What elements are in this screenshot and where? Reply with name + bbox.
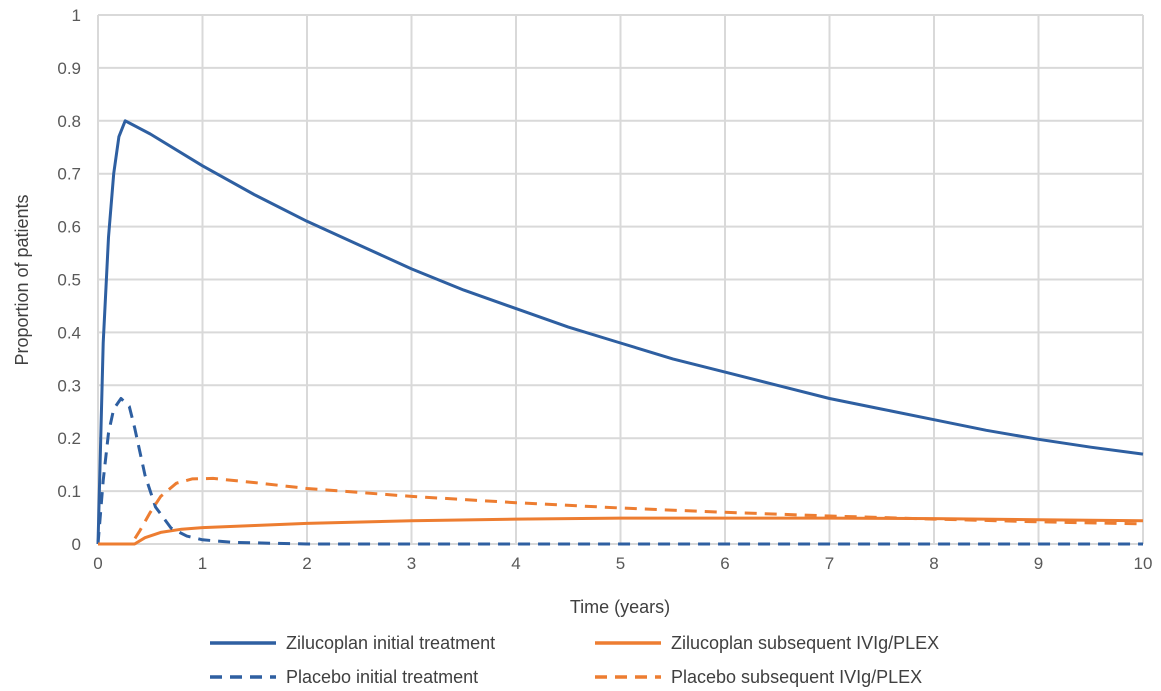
y-tick-label: 1 [72,6,81,25]
y-tick-label: 0.7 [57,165,81,184]
x-tick-label: 3 [407,554,416,573]
y-tick-label: 0 [72,535,81,554]
legend-label: Placebo initial treatment [286,667,478,687]
y-tick-label: 0.1 [57,482,81,501]
x-tick-label: 0 [93,554,102,573]
series-line-placebo-initial-treatment [96,397,1143,546]
y-tick-label: 0.3 [57,376,81,395]
x-tick-label: 2 [302,554,311,573]
series-layer [96,119,1144,546]
x-tick-label: 4 [511,554,520,573]
y-tick-label: 0.8 [57,112,81,131]
y-axis-ticks: 0 0.1 0.2 0.3 0.4 0.5 0.6 0.7 0.8 0.9 1 [57,6,81,554]
x-tick-label: 5 [616,554,625,573]
series-line-zilucoplan-subsequent-ivig-plex [98,516,1144,546]
legend-label: Placebo subsequent IVIg/PLEX [671,667,922,687]
grid [97,14,1144,545]
y-tick-label: 0.9 [57,59,81,78]
legend: Zilucoplan initial treatment Zilucoplan s… [210,633,939,687]
x-tick-label: 1 [198,554,207,573]
series-line-placebo-subsequent-ivig-plex [98,476,1144,546]
x-axis-title: Time (years) [570,597,670,617]
y-tick-label: 0.2 [57,429,81,448]
y-axis-title: Proportion of patients [12,194,32,365]
x-tick-label: 10 [1134,554,1153,573]
series-line-zilucoplan-initial-treatment [96,119,1144,545]
legend-label: Zilucoplan initial treatment [286,633,495,653]
x-tick-label: 6 [720,554,729,573]
x-tick-label: 7 [825,554,834,573]
y-tick-label: 0.6 [57,218,81,237]
x-tick-label: 8 [929,554,938,573]
x-axis-ticks: 0 1 2 3 4 5 6 7 8 9 10 [93,554,1152,573]
y-tick-label: 0.5 [57,271,81,290]
x-tick-label: 9 [1034,554,1043,573]
y-tick-label: 0.4 [57,323,81,342]
legend-label: Zilucoplan subsequent IVIg/PLEX [671,633,939,653]
